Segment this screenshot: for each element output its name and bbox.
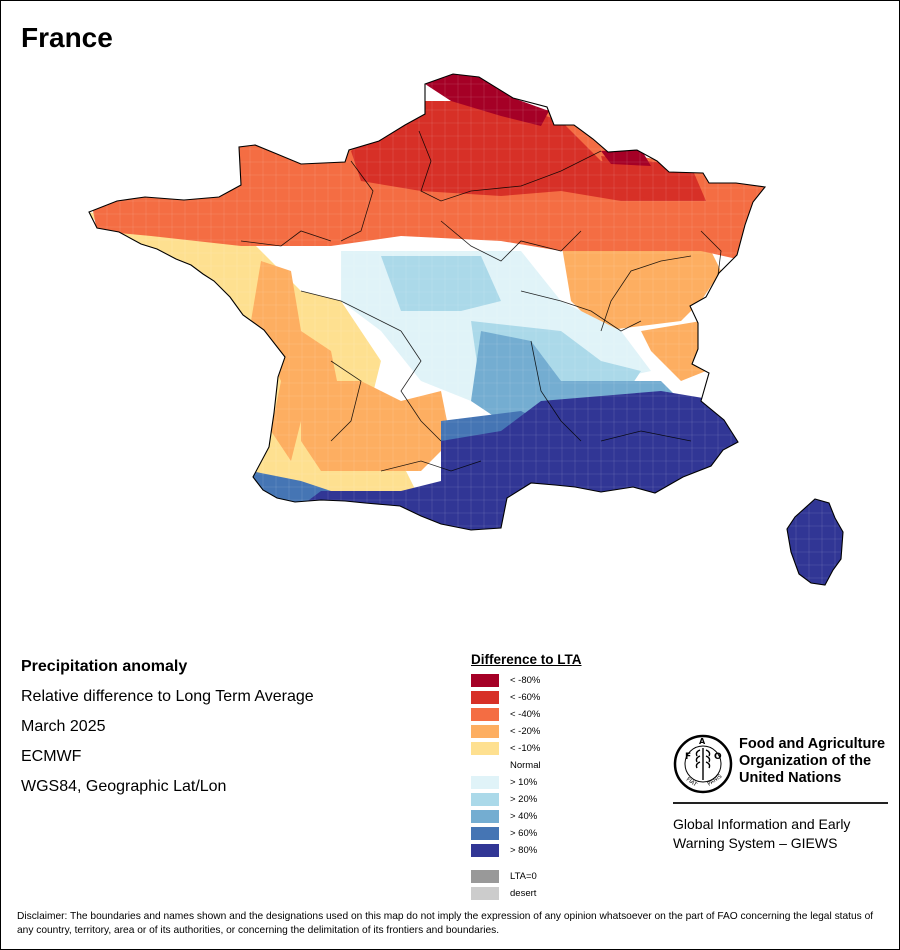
legend-class-row: > 10% (471, 775, 671, 792)
legend-class-label: < -10% (510, 743, 541, 754)
projection-label: WGS84, Geographic Lat/Lon (21, 778, 227, 795)
legend-class-row: < -80% (471, 673, 671, 690)
legend-class-row: > 60% (471, 826, 671, 843)
legend-class-label: < -20% (510, 726, 541, 737)
disclaimer: Disclaimer: The boundaries and names sho… (17, 911, 874, 936)
region-boundaries (240, 130, 722, 472)
map-title: France (21, 22, 113, 53)
legend-class-swatch (471, 810, 499, 823)
legend-class-swatch (471, 844, 499, 857)
legend-title: Difference to LTA (471, 652, 582, 667)
legend-class-label: > 80% (510, 845, 538, 856)
legend-class-swatch (471, 674, 499, 687)
organization-name-line-3: United Nations (739, 770, 842, 786)
organization-name-line-1: Food and Agriculture (739, 736, 886, 752)
organization-divider (673, 802, 888, 804)
legend-class-row: Normal (471, 758, 671, 775)
legend-extra-swatch (471, 887, 499, 900)
legend-class-label: < -80% (510, 675, 541, 686)
fao-logo: F A O FIAT PANIS (673, 734, 733, 794)
period-label: March 2025 (21, 718, 106, 735)
legend-classes: < -80% < -60% < -40% < -20% < -10% Normal > 10… (471, 673, 671, 860)
legend-class-swatch (471, 708, 499, 721)
country-outline (88, 73, 844, 586)
legend-class-label: > 20% (510, 794, 538, 805)
program-name-line-2: Warning System – GIEWS (673, 835, 838, 851)
legend-class-row: < -60% (471, 690, 671, 707)
legend-class-label: > 60% (510, 828, 538, 839)
description-label: Relative difference to Long Term Average (21, 688, 314, 705)
legend-class-swatch (471, 827, 499, 840)
legend-class-row: < -20% (471, 724, 671, 741)
legend-class-row: > 80% (471, 843, 671, 860)
legend-class-swatch (471, 793, 499, 806)
zone-plus-80-corsica (781, 491, 843, 585)
svg-text:F: F (685, 752, 691, 762)
zone-minus-80 (425, 74, 549, 126)
variable-label: Precipitation anomaly (21, 658, 188, 675)
organization-name-line-2: Organization of the (739, 753, 872, 769)
legend-class-label: > 40% (510, 811, 538, 822)
source-label: ECMWF (21, 748, 82, 765)
organization-name: Food and Agriculture Organization of the… (739, 736, 885, 787)
legend-extra-label: LTA=0 (510, 871, 537, 882)
svg-text:FIAT: FIAT (685, 777, 698, 789)
legend-class-swatch (471, 742, 499, 755)
zone-plus-20 (381, 256, 501, 311)
legend-class-swatch (471, 691, 499, 704)
legend-class-label: > 10% (510, 777, 538, 788)
svg-text:O: O (714, 752, 722, 762)
program-name: Global Information and Early Warning Sys… (673, 815, 893, 853)
zone-minus-20-alps (641, 321, 706, 381)
zone-minus-80-east (601, 149, 651, 166)
legend-class-label: < -40% (510, 709, 541, 720)
legend-extra-row: LTA=0 (471, 869, 671, 886)
legend-class-swatch (471, 759, 499, 772)
zone-minus-20-sw (301, 381, 451, 471)
legend-class-swatch (471, 776, 499, 789)
legend-extra-row: desert (471, 886, 671, 903)
program-name-line-1: Global Information and Early (673, 816, 851, 832)
svg-text:A: A (699, 737, 706, 746)
zone-minus-20-burgundy (561, 231, 721, 331)
legend-class-row: < -40% (471, 707, 671, 724)
legend-extra-swatch (471, 870, 499, 883)
legend-extra: LTA=0 desert (471, 869, 671, 903)
legend-class-label: < -60% (510, 692, 541, 703)
legend: Difference to LTA < -80% < -60% < -40% < -2… (471, 652, 671, 900)
zone-plus-80 (301, 391, 761, 541)
legend-class-row: > 40% (471, 809, 671, 826)
legend-class-label: Normal (510, 760, 541, 771)
legend-class-swatch (471, 725, 499, 738)
legend-extra-label: desert (510, 888, 537, 899)
legend-class-row: < -10% (471, 741, 671, 758)
legend-class-row: > 20% (471, 792, 671, 809)
map-metadata: Precipitation anomaly Relative differenc… (21, 657, 314, 807)
